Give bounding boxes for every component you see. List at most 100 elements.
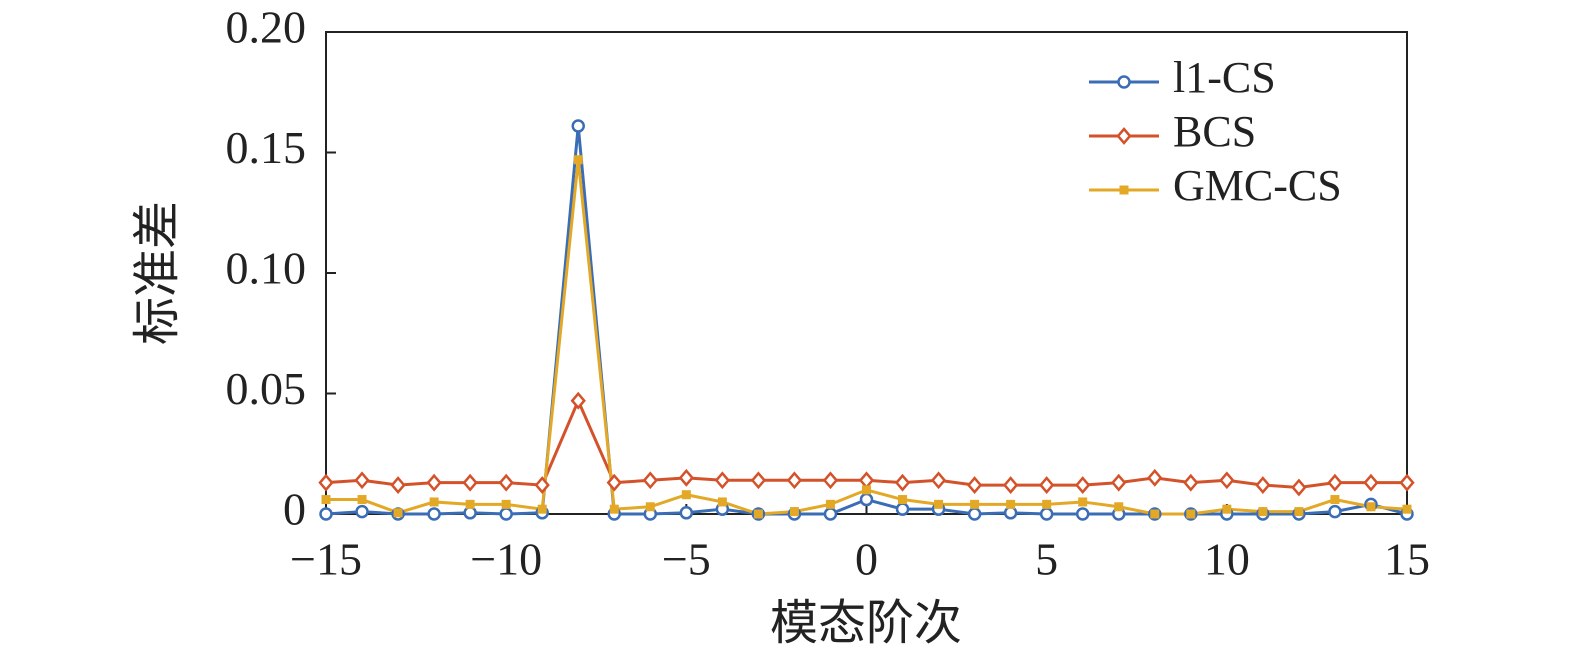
x-tick-label: 0 <box>855 534 878 585</box>
marker <box>427 507 441 521</box>
marker <box>571 119 585 133</box>
marker <box>1111 473 1127 492</box>
marker <box>1039 476 1055 495</box>
marker <box>859 492 874 507</box>
marker <box>1255 476 1271 495</box>
marker <box>573 155 583 165</box>
marker <box>537 504 547 514</box>
marker <box>606 473 622 492</box>
marker <box>825 499 835 509</box>
marker <box>1328 504 1342 519</box>
marker <box>714 471 731 490</box>
marker <box>354 471 370 490</box>
marker <box>894 473 911 492</box>
x-tick-label: 10 <box>1204 534 1250 585</box>
marker <box>357 495 367 505</box>
marker <box>1399 473 1415 492</box>
marker <box>498 473 514 492</box>
legend-label: BCS <box>1173 107 1256 156</box>
marker <box>318 473 334 492</box>
marker <box>1294 507 1304 517</box>
marker <box>1006 499 1016 509</box>
marker <box>499 507 513 521</box>
marker <box>642 471 658 490</box>
marker <box>1078 497 1088 507</box>
marker <box>319 507 333 521</box>
marker <box>1366 502 1376 512</box>
x-tick-label: −5 <box>662 534 711 585</box>
marker <box>934 499 944 509</box>
marker <box>966 476 983 495</box>
marker <box>463 506 477 520</box>
marker <box>679 506 694 520</box>
marker <box>681 490 691 500</box>
marker <box>930 471 947 490</box>
marker <box>390 476 406 495</box>
marker <box>570 391 586 410</box>
marker <box>753 509 763 519</box>
y-tick-label: 0 <box>283 484 306 535</box>
marker <box>1219 471 1235 490</box>
marker <box>895 502 910 516</box>
marker <box>645 502 655 512</box>
marker <box>1402 504 1412 514</box>
marker <box>822 471 839 490</box>
legend-marker <box>1116 127 1132 145</box>
plot-frame <box>325 31 1408 515</box>
y-tick-label: 0.05 <box>226 363 307 414</box>
marker <box>1039 507 1054 521</box>
x-tick-label: 15 <box>1384 534 1430 585</box>
legend: l1-CS BCS GMC-CS <box>1089 53 1342 210</box>
marker <box>355 504 369 519</box>
marker <box>429 497 439 507</box>
legend-marker <box>1117 75 1131 89</box>
marker <box>426 473 442 492</box>
marker <box>393 508 403 518</box>
marker <box>1291 478 1307 497</box>
marker <box>678 468 694 487</box>
series-line <box>326 159 1408 516</box>
marker <box>967 507 982 521</box>
marker <box>1327 473 1343 492</box>
y-tick-label: 0.15 <box>226 122 307 173</box>
marker <box>789 507 799 517</box>
y-tick-label: 0.20 <box>226 2 307 53</box>
marker <box>1183 473 1199 492</box>
marker <box>1222 504 1232 514</box>
marker <box>1258 507 1268 517</box>
legend-label: l1-CS <box>1173 53 1276 102</box>
marker <box>501 499 511 509</box>
marker <box>1150 509 1160 519</box>
marker <box>609 504 619 514</box>
x-tick-label: −10 <box>470 534 542 585</box>
marker <box>970 499 980 509</box>
marker <box>534 476 550 495</box>
marker <box>1363 473 1379 492</box>
y-axis-label: 标准差 <box>131 201 184 345</box>
marker <box>321 495 331 505</box>
marker <box>1002 476 1019 495</box>
marker <box>823 507 838 521</box>
x-tick-label: 5 <box>1035 534 1058 585</box>
legend-label: GMC-CS <box>1173 161 1342 210</box>
marker <box>786 471 803 490</box>
marker <box>862 485 871 495</box>
marker <box>717 497 727 507</box>
marker <box>462 473 478 492</box>
marker <box>465 499 475 509</box>
marker <box>1075 476 1091 495</box>
legend-marker <box>1119 185 1129 195</box>
marker <box>1114 502 1124 512</box>
x-axis-label: 模态阶次 <box>770 597 962 650</box>
marker <box>750 471 767 490</box>
y-tick-label: 0.10 <box>226 243 307 294</box>
x-tick-label: −15 <box>290 534 362 585</box>
marker <box>1186 509 1196 519</box>
marker <box>1003 506 1018 520</box>
marker <box>898 495 908 505</box>
marker <box>1075 507 1090 521</box>
marker <box>1042 499 1052 509</box>
marker <box>1330 495 1340 505</box>
